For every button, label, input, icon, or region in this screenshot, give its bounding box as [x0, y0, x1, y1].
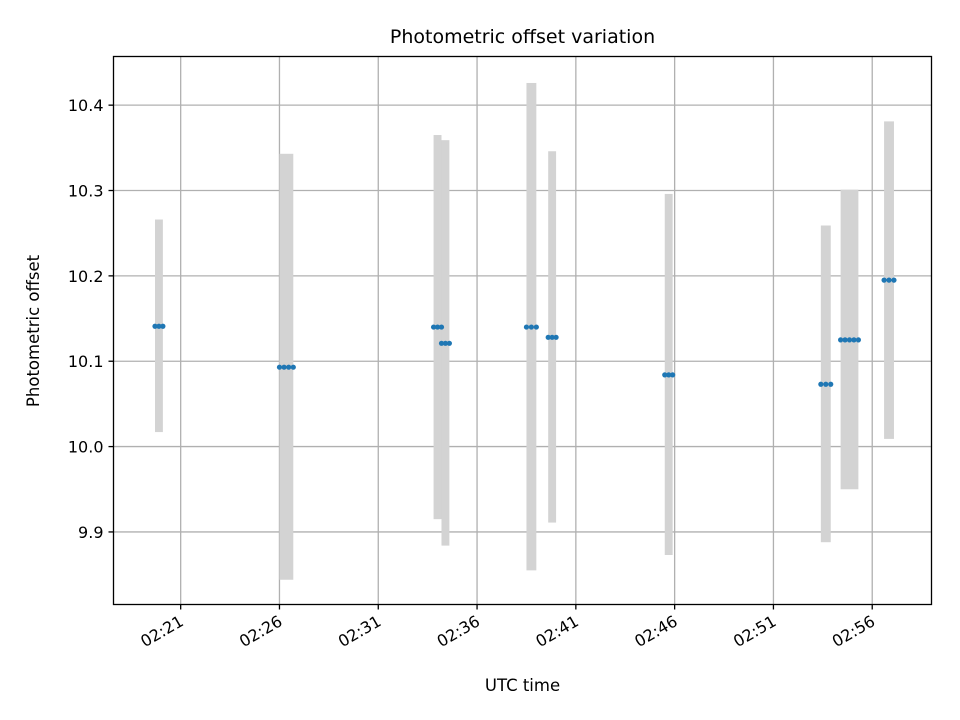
data-point [838, 337, 844, 343]
plot-frame [112, 55, 933, 606]
data-point [533, 324, 539, 330]
data-point [855, 337, 861, 343]
data-point [891, 277, 897, 283]
data-point [156, 323, 162, 329]
data-point [662, 372, 668, 378]
data-point [290, 364, 296, 370]
data-point [442, 340, 449, 346]
data-points [152, 277, 897, 387]
data-point [842, 337, 848, 343]
data-point [828, 381, 834, 387]
data-point [430, 324, 437, 330]
y-tick-label: 9.9 [78, 523, 103, 542]
y-axis-label: Photometric offset [24, 254, 43, 407]
y-tick-label: 10.0 [68, 438, 104, 457]
data-point [886, 277, 892, 283]
y-tick-label: 10.1 [68, 352, 104, 371]
data-point [881, 277, 887, 283]
y-tick-label: 10.3 [68, 182, 104, 201]
data-point [152, 323, 158, 329]
data-point [160, 323, 166, 329]
data-point [818, 381, 824, 387]
data-point [851, 337, 857, 343]
data-point [286, 364, 292, 370]
data-point [846, 337, 853, 343]
data-point [823, 381, 829, 387]
y-tick-label: 10.2 [68, 267, 104, 286]
data-point [670, 372, 676, 378]
data-point [446, 340, 452, 346]
chart-title: Photometric offset variation [390, 26, 655, 48]
data-point [438, 340, 445, 346]
data-point [438, 324, 445, 330]
y-tick-label: 10.4 [68, 96, 104, 115]
data-point [553, 334, 559, 340]
data-point [434, 324, 441, 330]
data-point [549, 334, 555, 340]
data-point [523, 324, 530, 330]
data-point [528, 324, 534, 330]
data-point [276, 364, 283, 370]
grid [113, 56, 932, 605]
y-axis-ticks: 9.9 10.0 10.1 10.2 10.3 10.4 [68, 96, 114, 542]
data-point [666, 372, 672, 378]
x-axis-label: UTC time [485, 676, 560, 695]
data-point [281, 364, 287, 370]
data-point [545, 334, 551, 340]
